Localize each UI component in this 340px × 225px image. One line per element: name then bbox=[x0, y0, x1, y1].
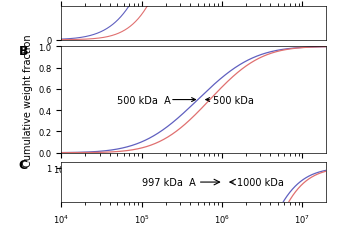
Text: 500 kDa  A: 500 kDa A bbox=[117, 95, 171, 105]
Text: 1000 kDa: 1000 kDa bbox=[237, 177, 284, 187]
Text: 500 kDa: 500 kDa bbox=[213, 95, 254, 105]
X-axis label: Molar mass (g/mol): Molar mass (g/mol) bbox=[141, 180, 246, 191]
Y-axis label: Cumulative weight fraction: Cumulative weight fraction bbox=[23, 34, 33, 166]
Text: B: B bbox=[19, 45, 28, 58]
Text: 997 kDa  A: 997 kDa A bbox=[141, 177, 195, 187]
Text: C: C bbox=[19, 158, 28, 171]
